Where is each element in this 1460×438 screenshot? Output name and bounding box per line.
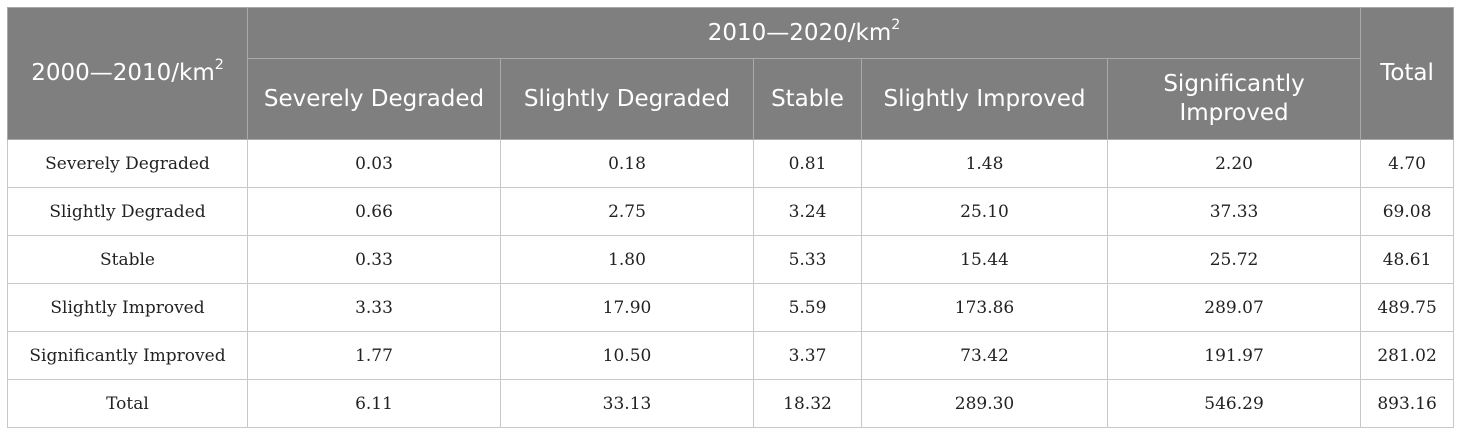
table-cell: 6.11	[247, 379, 501, 428]
table-cell: 1.80	[500, 235, 754, 284]
table-cell: 33.13	[500, 379, 754, 428]
table-cell: 289.30	[861, 379, 1108, 428]
row-label: Slightly Degraded	[7, 187, 248, 236]
table-cell: 73.42	[861, 331, 1108, 380]
table-row: Slightly Improved 3.33 17.90 5.59 173.86…	[7, 283, 1455, 332]
total-column-header: Total	[1360, 7, 1455, 140]
table-cell: 18.32	[753, 379, 862, 428]
table-cell: 3.37	[753, 331, 862, 380]
column-header: Severely Degraded	[247, 58, 501, 140]
table-cell: 2.20	[1106, 139, 1362, 188]
table-cell: 3.33	[247, 283, 501, 332]
row-total: 4.70	[1360, 139, 1455, 188]
row-total: 489.75	[1360, 283, 1455, 332]
table-cell: 289.07	[1106, 283, 1362, 332]
table-cell: 15.44	[861, 235, 1108, 284]
table-cell: 2.75	[500, 187, 754, 236]
table-cell: 173.86	[861, 283, 1108, 332]
table-cell: 3.24	[753, 187, 862, 236]
column-header: Slightly Improved	[861, 58, 1108, 140]
col-axis-header: 2010—2020/km2	[246, 7, 1362, 59]
col-axis-label: 2010—2020/km	[707, 19, 892, 46]
table-cell: 17.90	[500, 283, 754, 332]
table-row: Slightly Degraded 0.66 2.75 3.24 25.10 3…	[7, 187, 1455, 236]
header-row-columns: Severely Degraded Slightly Degraded Stab…	[8, 58, 1454, 140]
row-label: Total	[7, 379, 248, 428]
header-row-top: 2000—2010/km2 2010—2020/km2 Total	[7, 7, 1455, 140]
row-label: Severely Degraded	[7, 139, 248, 188]
row-axis-unit-sup: 2	[214, 57, 224, 74]
table-cell: 37.33	[1106, 187, 1362, 236]
table-cell: 0.33	[247, 235, 501, 284]
column-header: Significantly Improved	[1106, 58, 1362, 140]
table-row: Stable 0.33 1.80 5.33 15.44 25.72 48.61	[7, 235, 1455, 284]
table-cell: 5.59	[753, 283, 862, 332]
table-cell: 25.72	[1106, 235, 1362, 284]
table-cell: 0.66	[247, 187, 501, 236]
table-cell: 546.29	[1106, 379, 1362, 428]
table-row: Severely Degraded 0.03 0.18 0.81 1.48 2.…	[7, 139, 1455, 188]
totals-row: Total 6.11 33.13 18.32 289.30 546.29 893…	[7, 379, 1455, 428]
row-axis-header: 2000—2010/km2	[7, 7, 248, 140]
row-total: 281.02	[1360, 331, 1455, 380]
row-label: Significantly Improved	[7, 331, 248, 380]
table-row: Significantly Improved 1.77 10.50 3.37 7…	[7, 331, 1455, 380]
row-label: Stable	[7, 235, 248, 284]
table-cell: 191.97	[1106, 331, 1362, 380]
row-total: 48.61	[1360, 235, 1455, 284]
table-cell: 25.10	[861, 187, 1108, 236]
row-total: 69.08	[1360, 187, 1455, 236]
table-cell: 0.81	[753, 139, 862, 188]
table-cell: 0.03	[247, 139, 501, 188]
row-total: 893.16	[1360, 379, 1455, 428]
col-axis-unit-sup: 2	[891, 16, 901, 33]
table-cell: 1.77	[247, 331, 501, 380]
table-cell: 0.18	[500, 139, 754, 188]
row-label: Slightly Improved	[7, 283, 248, 332]
table-cell: 1.48	[861, 139, 1108, 188]
transition-matrix-table: 2000—2010/km2 2010—2020/km2 Total Severe…	[7, 7, 1455, 428]
table-cell: 10.50	[500, 331, 754, 380]
row-axis-label: 2000—2010/km	[31, 60, 215, 86]
column-header: Stable	[753, 58, 862, 140]
table-cell: 5.33	[753, 235, 862, 284]
column-header: Slightly Degraded	[500, 58, 754, 140]
